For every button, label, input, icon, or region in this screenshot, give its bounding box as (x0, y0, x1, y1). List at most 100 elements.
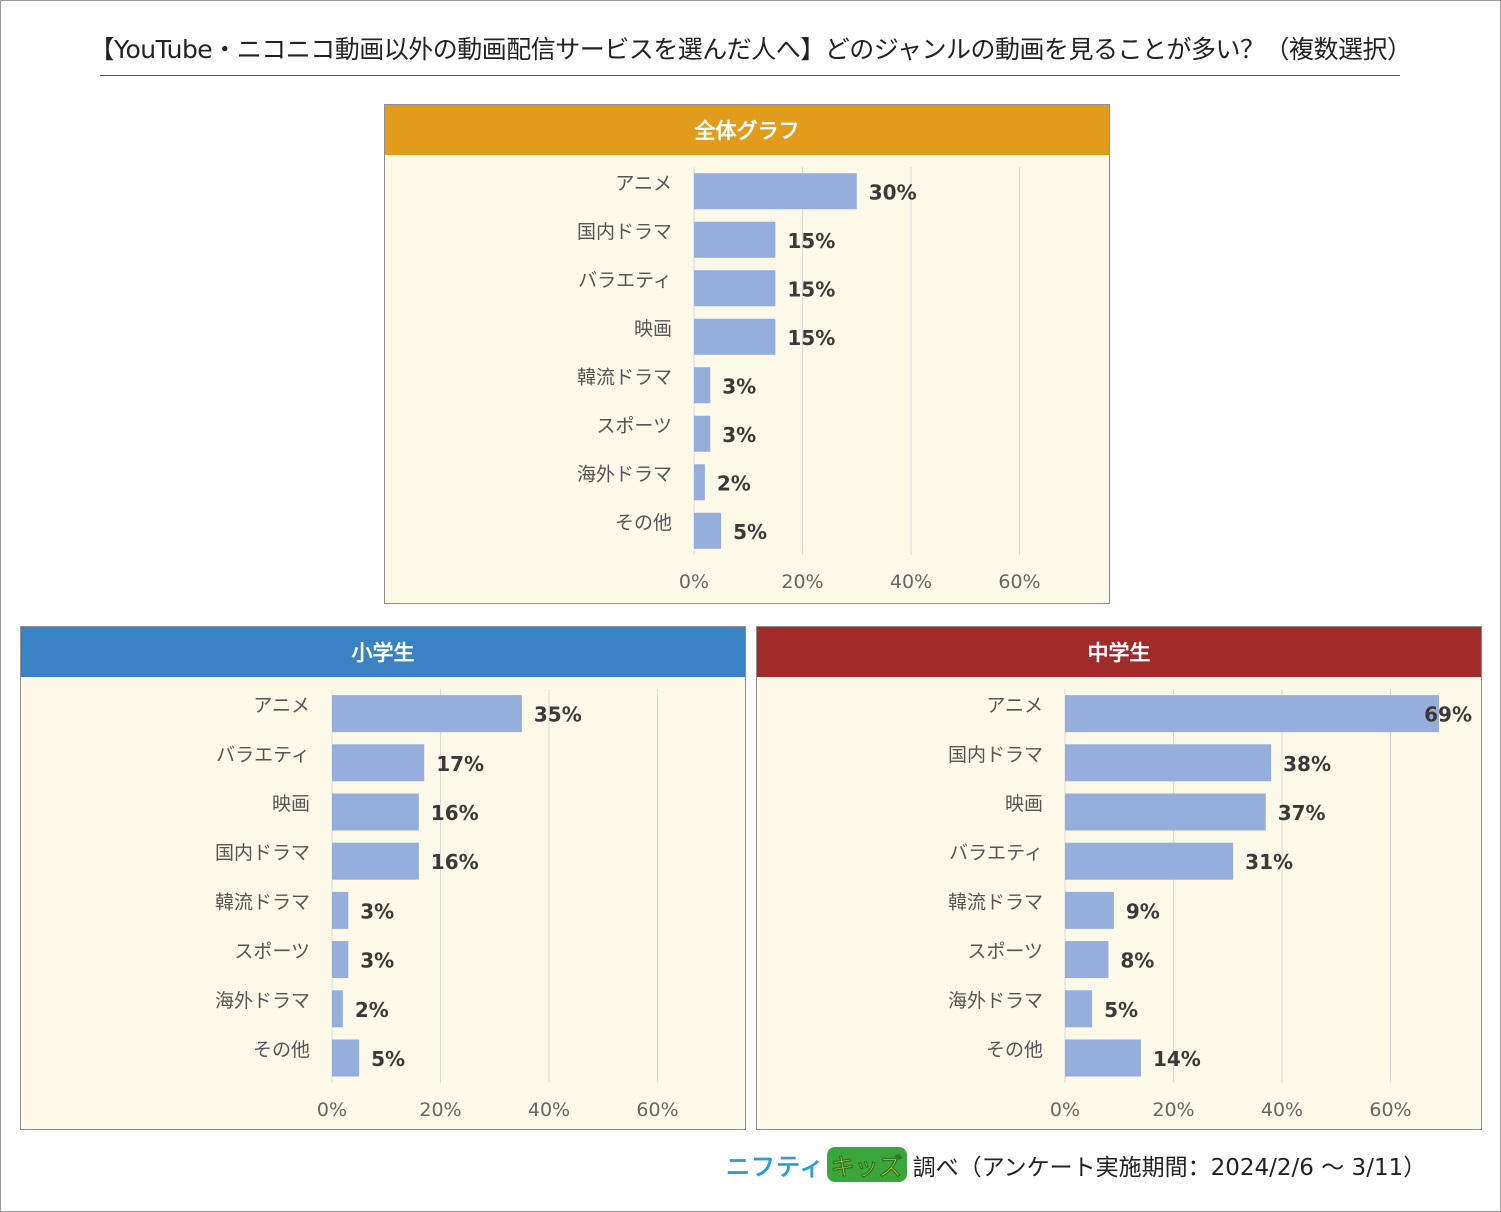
data-label: 16% (431, 801, 479, 825)
category-label: スポーツ (596, 415, 672, 437)
page-title: 【YouTube・ニコニコ動画以外の動画配信サービスを選んだ人へ】どのジャンルの… (89, 35, 1412, 64)
bar (1065, 941, 1109, 979)
category-label: 韓流ドラマ (215, 891, 310, 913)
bar (694, 270, 776, 307)
data-label: 5% (371, 1047, 405, 1071)
bar (1065, 744, 1272, 782)
bar (694, 221, 776, 258)
bar (332, 744, 425, 782)
chart-panel-overall: 全体グラフ 0% 20% 40% 60% アニメ 30% 国内ドラマ 15% バラエティ 15% 映… (384, 104, 1110, 604)
data-label: 3% (360, 949, 394, 973)
data-label: 5% (1104, 998, 1138, 1022)
bar (332, 695, 522, 733)
category-label: バラエティ (216, 744, 310, 766)
source-footer: ニフティ キッズ 調べ（アンケート実施期間：2024/2/6 ～ 3/11） (726, 1147, 1426, 1182)
data-label: 14% (1153, 1047, 1201, 1071)
chart-panel-junior-high: 中学生 0% 20% 40% 60% アニメ 69% 国内ドラマ 38% 映画 37% バラエティ 3… (756, 626, 1482, 1130)
category-label: バラエティ (949, 842, 1043, 864)
panel-header-junior-high: 中学生 (757, 627, 1481, 677)
category-label: 映画 (272, 793, 310, 815)
x-tick-label: 60% (636, 1099, 678, 1121)
x-tick-label: 40% (890, 571, 932, 593)
bar (332, 941, 349, 979)
bar (694, 367, 711, 404)
x-tick-label: 20% (1152, 1099, 1194, 1121)
data-label: 2% (355, 998, 389, 1022)
data-label: 9% (1126, 899, 1160, 923)
x-tick-label: 0% (317, 1099, 347, 1121)
bar (1065, 695, 1439, 733)
data-label: 69% (1424, 703, 1472, 727)
data-label: 15% (787, 229, 835, 253)
bar-chart-junior-high: 0% 20% 40% 60% アニメ 69% 国内ドラマ 38% 映画 37% バラエティ 31% 韓流… (948, 689, 1472, 1121)
data-label: 16% (431, 850, 479, 874)
x-tick-label: 40% (1261, 1099, 1303, 1121)
data-label: 15% (787, 326, 835, 350)
bar (1065, 891, 1114, 929)
data-label: 3% (722, 374, 756, 398)
category-label: 映画 (1005, 793, 1043, 815)
data-label: 37% (1278, 801, 1326, 825)
category-label: その他 (253, 1039, 310, 1061)
bar (332, 990, 343, 1028)
category-label: 国内ドラマ (577, 221, 672, 243)
data-label: 8% (1120, 949, 1154, 973)
category-label: 海外ドラマ (948, 990, 1043, 1012)
category-label: 国内ドラマ (215, 842, 310, 864)
x-tick-label: 40% (528, 1099, 570, 1121)
bar (1065, 1039, 1141, 1077)
panel-header-elementary: 小学生 (21, 627, 745, 677)
footer-source-text: 調べ（アンケート実施期間：2024/2/6 ～ 3/11） (912, 1154, 1427, 1181)
data-label: 30% (869, 180, 917, 204)
bar (1065, 793, 1266, 831)
bar-chart-overall: 0% 20% 40% 60% アニメ 30% 国内ドラマ 15% バラエティ 15% 映画 15% 韓流… (577, 167, 1041, 593)
logo-text-kids: キッズ (826, 1147, 907, 1182)
category-label: スポーツ (234, 941, 310, 963)
data-label: 35% (534, 703, 582, 727)
data-label: 5% (733, 520, 767, 544)
category-label: その他 (986, 1039, 1043, 1061)
bar (694, 464, 705, 501)
x-tick-label: 20% (781, 571, 823, 593)
data-label: 3% (722, 423, 756, 447)
x-tick-label: 20% (419, 1099, 461, 1121)
x-tick-label: 60% (1369, 1099, 1411, 1121)
logo-text-nifty: ニフティ (726, 1153, 825, 1181)
x-tick-label: 0% (679, 571, 709, 593)
category-label: 韓流ドラマ (577, 366, 672, 388)
category-label: アニメ (986, 695, 1043, 717)
category-label: アニメ (253, 695, 310, 717)
bar (694, 512, 722, 549)
panel-header-overall: 全体グラフ (385, 105, 1109, 155)
data-label: 15% (787, 277, 835, 301)
bar (694, 318, 776, 355)
chart-panel-elementary: 小学生 0% 20% 40% 60% アニメ 35% バラエティ 17% 映画 16% 国内ドラマ 1… (20, 626, 746, 1130)
category-label: その他 (615, 512, 672, 534)
category-label: 国内ドラマ (948, 744, 1043, 766)
title-underline (100, 75, 1400, 76)
category-label: バラエティ (578, 269, 672, 291)
data-label: 3% (360, 899, 394, 923)
x-tick-label: 0% (1050, 1099, 1080, 1121)
bar (694, 415, 711, 452)
bar (1065, 990, 1093, 1028)
bar (1065, 842, 1234, 880)
data-label: 31% (1245, 850, 1293, 874)
bar (332, 793, 419, 831)
data-label: 17% (436, 752, 484, 776)
data-label: 2% (717, 471, 751, 495)
category-label: アニメ (615, 172, 672, 194)
category-label: 韓流ドラマ (948, 891, 1043, 913)
category-label: 海外ドラマ (215, 990, 310, 1012)
bar-chart-elementary: 0% 20% 40% 60% アニメ 35% バラエティ 17% 映画 16% 国内ドラマ 16% 韓流… (215, 689, 679, 1121)
category-label: 映画 (634, 318, 672, 340)
data-label: 38% (1283, 752, 1331, 776)
bar (332, 1039, 360, 1077)
niftykids-logo: ニフティ キッズ (726, 1147, 907, 1182)
bar (332, 891, 349, 929)
bar (694, 173, 857, 210)
bar (332, 842, 419, 880)
x-tick-label: 60% (998, 571, 1040, 593)
category-label: 海外ドラマ (577, 463, 672, 485)
category-label: スポーツ (967, 941, 1043, 963)
